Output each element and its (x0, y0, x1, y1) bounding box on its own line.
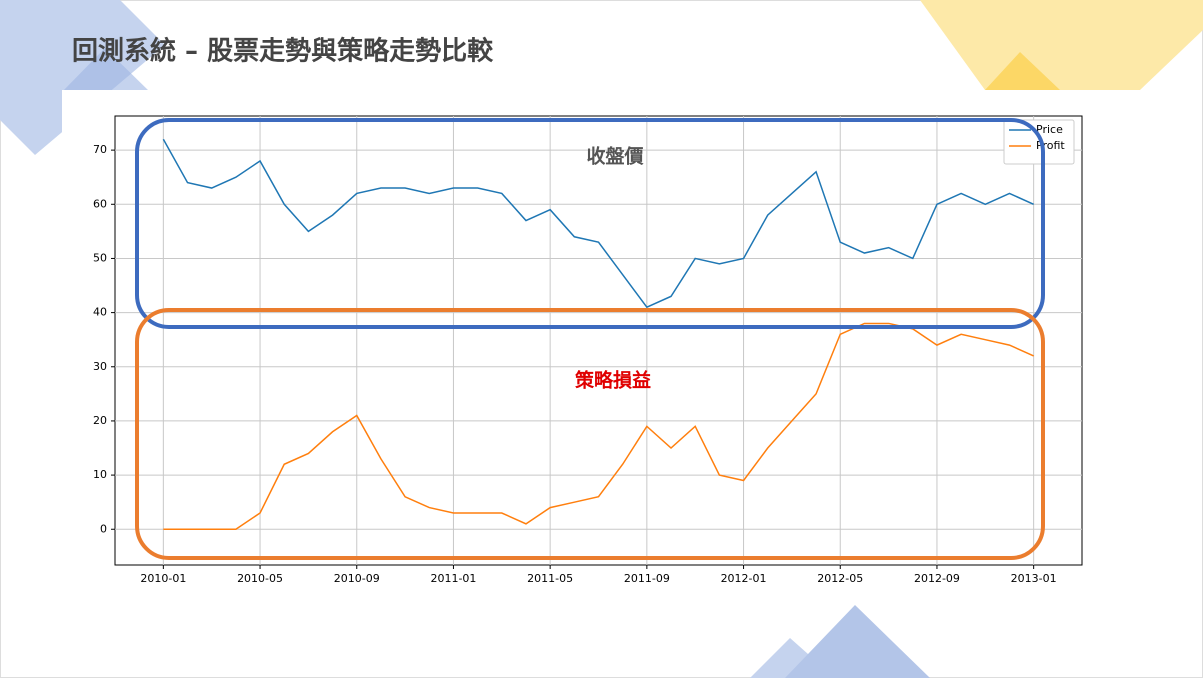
y-tick-label: 60 (93, 197, 107, 210)
x-tick-label: 2011-09 (624, 572, 670, 585)
x-tick-label: 2012-09 (914, 572, 960, 585)
x-tick-label: 2010-01 (140, 572, 186, 585)
deco (985, 52, 1060, 90)
highlight-box (135, 118, 1045, 329)
x-tick-label: 2010-05 (237, 572, 283, 585)
line (162, 138, 1034, 309)
y-tick-label: 70 (93, 143, 107, 156)
x-tick-label: 2012-05 (817, 572, 863, 585)
line (163, 322, 1034, 531)
legend-box (1003, 119, 1075, 165)
slide-title: 回測系統 – 股票走勢與策略走勢比較 (72, 36, 494, 67)
x-tick-label: 2011-01 (430, 572, 476, 585)
deco (785, 605, 930, 678)
annotation: 收盤價 (586, 145, 644, 168)
deco (920, 0, 1203, 90)
highlight-box (135, 308, 1045, 560)
deco (62, 48, 150, 92)
legend-label: Price (1036, 123, 1063, 136)
y-tick-label: 0 (100, 522, 107, 535)
x-tick-label: 2010-09 (334, 572, 380, 585)
y-tick-label: 40 (93, 306, 107, 319)
annotation: 策略損益 (575, 369, 651, 392)
y-tick-label: 30 (93, 360, 107, 373)
y-tick-label: 10 (93, 468, 107, 481)
x-tick-label: 2011-05 (527, 572, 573, 585)
y-tick-label: 20 (93, 414, 107, 427)
x-tick-label: 2012-01 (721, 572, 767, 585)
y-tick-label: 50 (93, 251, 107, 264)
x-tick-label: 2013-01 (1011, 572, 1057, 585)
